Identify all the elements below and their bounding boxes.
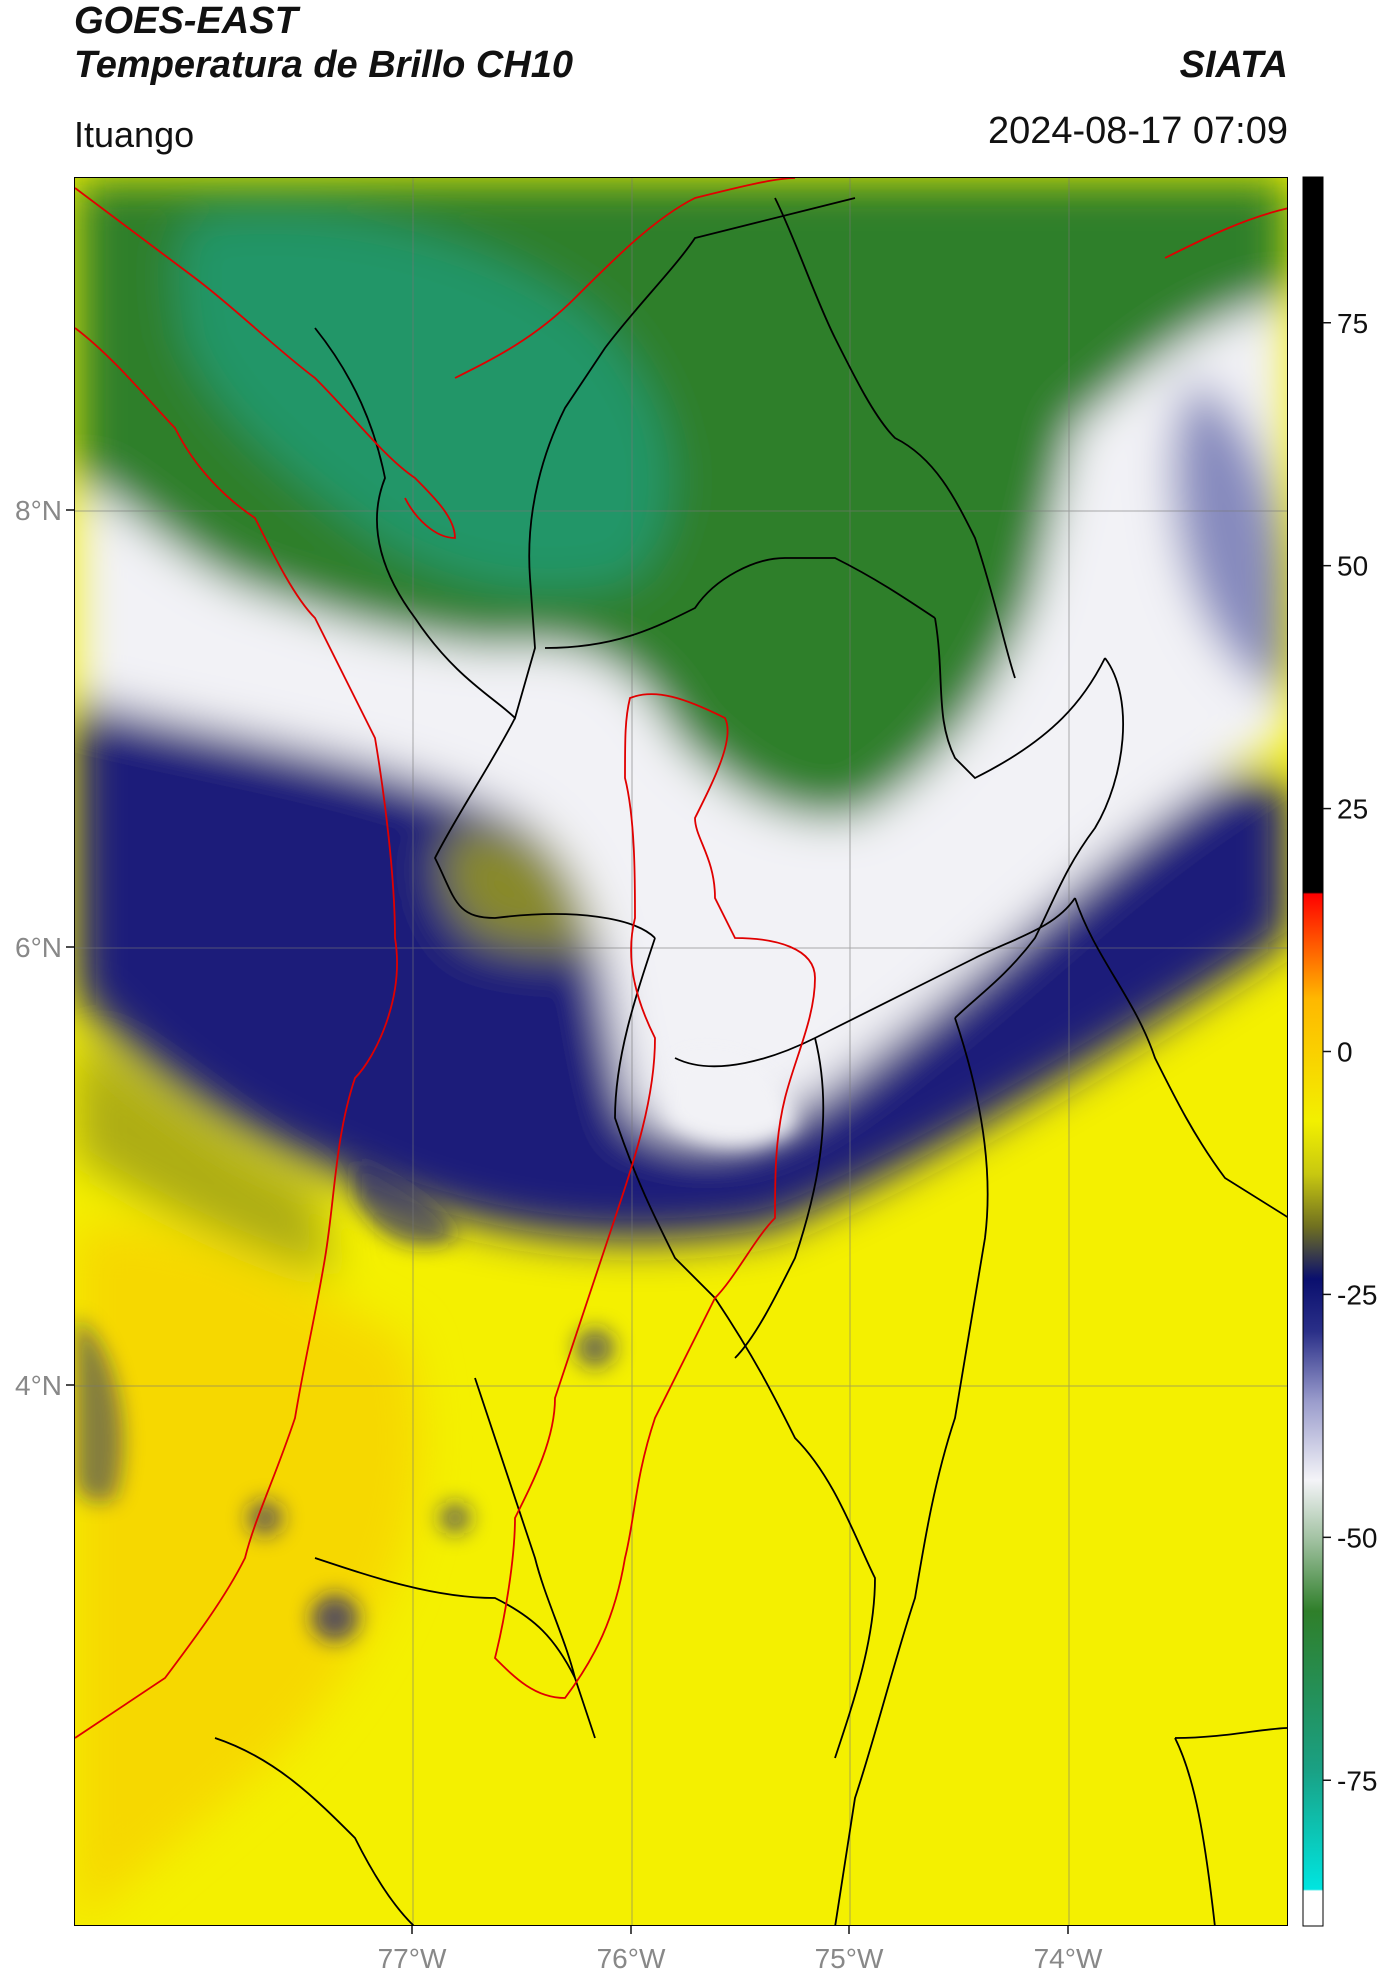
lon-label-74: 74°W — [1034, 1943, 1103, 1974]
cloud-cell-2 — [311, 1594, 359, 1642]
caribbean-coastline-north — [454, 178, 796, 379]
map-canvas — [75, 178, 1287, 1925]
warm-orange-region — [75, 1225, 421, 1925]
organization-label: SIATA — [1179, 44, 1288, 86]
lon-label-75: 75°W — [815, 1943, 884, 1974]
boundary-meta-north — [1174, 1727, 1287, 1739]
gridlines — [75, 178, 1287, 1925]
colorbar-tick-label: -50 — [1337, 1522, 1377, 1553]
boundary-bolivar — [774, 197, 1016, 679]
cloud-cell-white-south — [665, 1052, 795, 1147]
colorbar-tick-label: 75 — [1337, 308, 1368, 339]
cloud-cell-1 — [355, 1158, 455, 1246]
timestamp-label: 2024-08-17 07:09 — [987, 110, 1288, 152]
boundary-tolima — [734, 1037, 825, 1359]
cold-cloud-teal — [178, 212, 670, 591]
boundary-valle — [474, 1377, 596, 1739]
cloud-east-purple — [1171, 378, 1287, 698]
boundary-antioquia-north — [544, 557, 936, 649]
lat-tick-marks — [66, 509, 74, 1386]
lat-label-6: 6°N — [15, 932, 62, 963]
colorbar-ticks: 75 50 25 0 -25 -50 -75 — [1323, 308, 1377, 1796]
product-title: Temperatura de Brillo CH10 — [74, 44, 574, 86]
brightness-temperature-map — [74, 177, 1288, 1926]
river-basin-outline — [494, 693, 816, 1699]
boundary-caldas — [674, 897, 1076, 1068]
boundary-narino — [214, 1737, 415, 1925]
lon-tick-marks — [411, 1926, 1069, 1934]
lat-label-4: 4°N — [15, 1370, 62, 1401]
satellite-title: GOES-EAST — [74, 0, 298, 42]
caribbean-coastline-west — [75, 187, 456, 539]
boundary-meta — [1174, 1737, 1216, 1925]
lat-label-8: 8°N — [15, 495, 62, 526]
boundary-cauca-north — [314, 1557, 576, 1679]
colorbar-tick-label: -25 — [1337, 1279, 1377, 1310]
cloud-cell-3 — [247, 1500, 283, 1536]
cloud-olive-west — [75, 1038, 335, 1278]
lon-label-76: 76°W — [597, 1943, 666, 1974]
colorbar-gradient — [1302, 176, 1324, 1927]
cloud-cell-4 — [439, 1502, 471, 1534]
colorbar-tick-label: 50 — [1337, 551, 1368, 582]
boundary-antioquia-west — [433, 717, 656, 939]
boundary-boyaca — [1074, 897, 1287, 1218]
boundary-tolima-south — [714, 1297, 876, 1759]
location-label: Ituango — [74, 114, 195, 155]
antioquia-outline — [75, 178, 1287, 1739]
colorbar-tick-label: 25 — [1337, 794, 1368, 825]
pacific-coastline — [75, 327, 398, 1739]
cloud-cell-5 — [575, 1328, 615, 1368]
boundary-santander-west — [954, 657, 1125, 1019]
colorbar-tick-label: -75 — [1337, 1765, 1377, 1796]
lon-label-77: 77°W — [378, 1943, 447, 1974]
boundary-uraba — [314, 197, 856, 720]
colorbar-tick-label: 0 — [1337, 1037, 1353, 1068]
venezuela-border — [1164, 207, 1287, 259]
boundary-cundinamarca — [834, 1017, 989, 1925]
boundary-cordoba-east — [934, 617, 1106, 780]
cloud-cell-west — [75, 1318, 123, 1502]
